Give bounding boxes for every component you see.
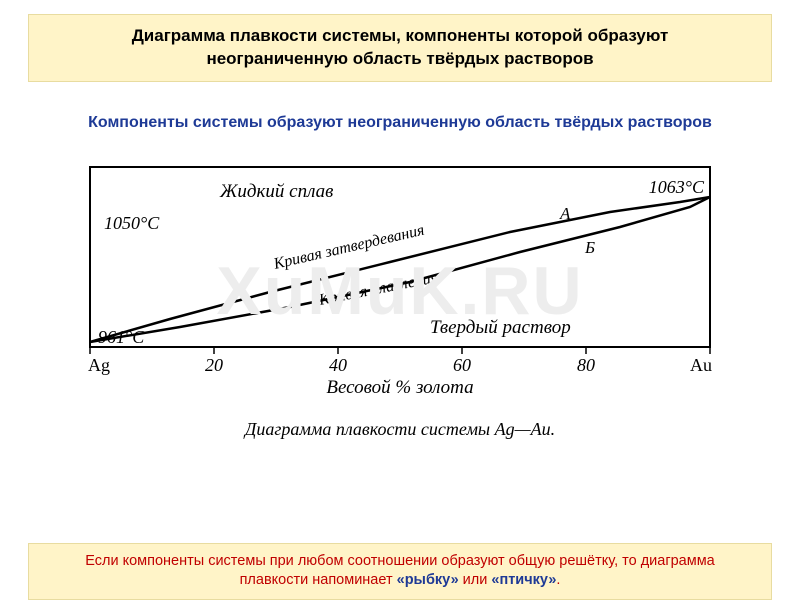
- title-bar: Диаграмма плавкости системы, компоненты …: [28, 14, 772, 82]
- svg-text:Au: Au: [690, 355, 712, 375]
- svg-text:20: 20: [205, 355, 223, 375]
- svg-text:60: 60: [453, 355, 471, 375]
- svg-text:40: 40: [329, 355, 347, 375]
- svg-text:Твердый раствор: Твердый раствор: [430, 317, 571, 338]
- phase-diagram: XuMuK.RU 20406080 961°C 1050°C 1063°C Жи…: [50, 157, 750, 417]
- svg-text:Ag: Ag: [88, 355, 110, 375]
- svg-text:961°C: 961°C: [98, 327, 145, 347]
- svg-text:Кривая затвердевания: Кривая затвердевания: [271, 222, 426, 273]
- footer-text: Если компоненты системы при любом соотно…: [49, 552, 751, 591]
- svg-text:А: А: [559, 204, 571, 223]
- footer-accent-1: «рыбку»: [397, 572, 459, 588]
- svg-text:1050°C: 1050°C: [104, 213, 160, 233]
- footer-accent-2: «птичку»: [491, 572, 556, 588]
- diagram-caption: Диаграмма плавкости системы Ag—Au.: [50, 419, 750, 440]
- svg-text:1063°C: 1063°C: [649, 177, 705, 197]
- svg-text:Жидкий сплав: Жидкий сплав: [219, 181, 333, 202]
- svg-text:Б: Б: [584, 238, 595, 257]
- title-text: Диаграмма плавкости системы, компоненты …: [59, 25, 741, 71]
- svg-text:80: 80: [577, 355, 595, 375]
- svg-text:Весовой % золота: Весовой % золота: [326, 377, 473, 398]
- footer-mid: или: [459, 572, 492, 588]
- subtitle: Компоненты системы образуют неограниченн…: [60, 112, 740, 134]
- diagram-svg: 20 40 60 80 961°C 1050°C 1063°C Жидкий спла…: [50, 157, 750, 417]
- footer-suffix: .: [556, 572, 560, 588]
- footer-bar: Если компоненты системы при любом соотно…: [28, 543, 772, 600]
